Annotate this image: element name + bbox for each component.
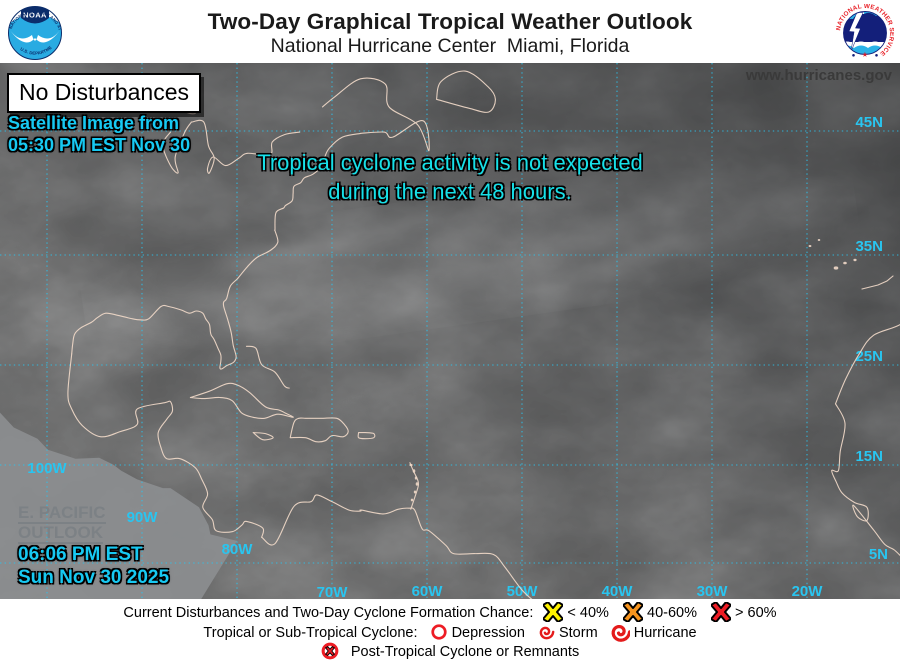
svg-text:80W: 80W — [222, 541, 254, 558]
svg-text:30W: 30W — [697, 583, 729, 599]
svg-text:40W: 40W — [602, 583, 634, 599]
svg-text:45N: 45N — [855, 114, 883, 131]
svg-text:20W: 20W — [792, 583, 824, 599]
svg-text:35N: 35N — [855, 238, 883, 255]
svg-text:15N: 15N — [855, 448, 883, 465]
svg-text:5N: 5N — [869, 546, 888, 563]
svg-text:90W: 90W — [127, 509, 159, 526]
svg-text:60W: 60W — [412, 583, 444, 599]
svg-text:70W: 70W — [317, 584, 349, 599]
svg-text:100W: 100W — [27, 460, 67, 477]
svg-text:25N: 25N — [855, 348, 883, 365]
